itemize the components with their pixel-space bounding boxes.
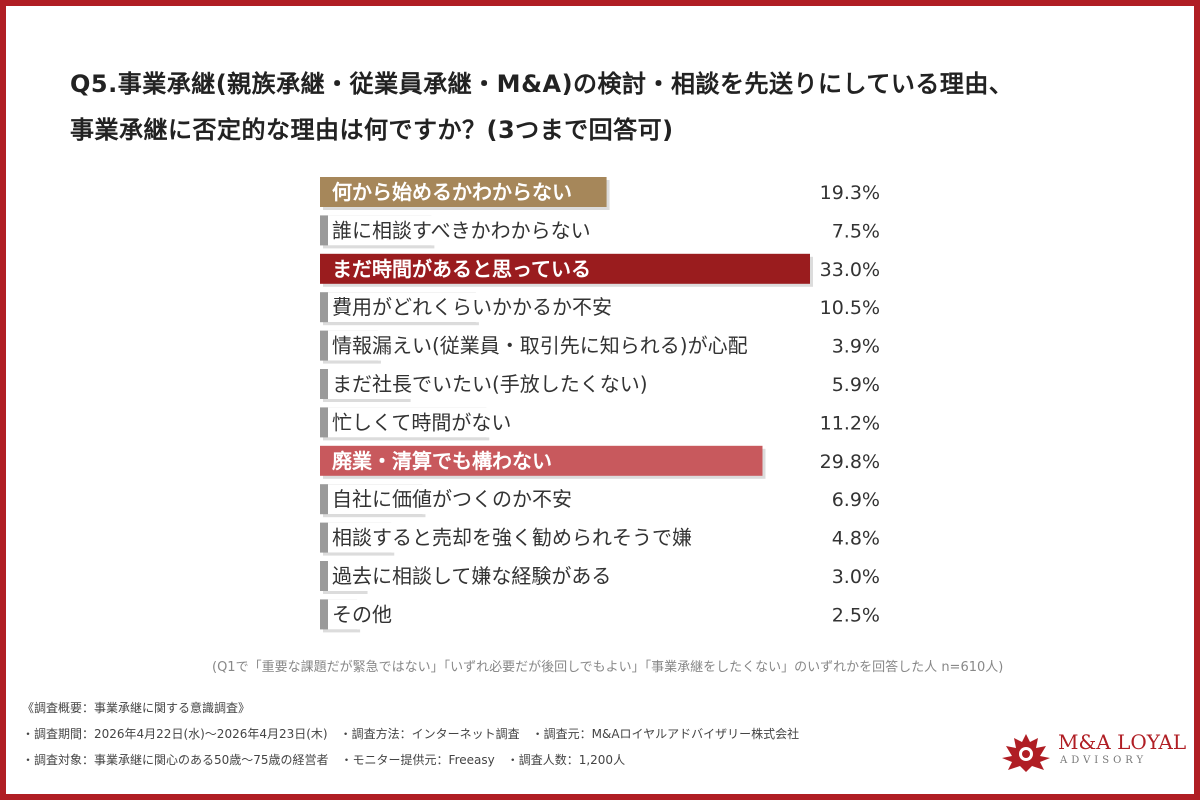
category-label: 過去に相談して嫌な経験がある: [332, 564, 611, 588]
survey-heading: 《調査概要：事業承継に関する意識調査》: [22, 701, 251, 715]
value-label: 19.3%: [820, 182, 880, 204]
value-label: 6.9%: [832, 489, 880, 511]
category-label: 何から始めるかわからない: [332, 180, 572, 204]
value-label: 3.9%: [832, 336, 880, 358]
company-logo: M&A LOYAL ADVISORY: [996, 728, 1196, 774]
bar-label-backdrop: [328, 484, 798, 515]
value-label: 10.5%: [820, 297, 880, 319]
category-label: その他: [332, 602, 392, 626]
chart-title-line-2: 事業承継に否定的な理由は何ですか？(3つまで回答可): [70, 116, 674, 144]
bar-label-backdrop: [328, 407, 798, 438]
logo-subtitle: ADVISORY: [1060, 755, 1148, 766]
category-label: 相談すると売却を強く勧められそうで嫌: [332, 526, 692, 550]
chart-title-line-1: Q5.事業承継(親族承継・従業員承継・M&A)の検討・相談を先送りにしている理由…: [70, 70, 1014, 98]
value-label: 7.5%: [832, 220, 880, 242]
survey-line-2: ・調査対象：事業承継に関心のある50歳〜75歳の経営者 ・モニター提供元：Fre…: [22, 753, 626, 767]
category-label: まだ時間があると思っている: [332, 257, 591, 281]
bar-label-backdrop: [328, 330, 798, 361]
category-label: 廃業・清算でも構わない: [332, 449, 552, 473]
bar: [320, 445, 763, 476]
value-label: 2.5%: [832, 604, 880, 626]
logo-name: M&A LOYAL: [1058, 730, 1187, 754]
bar: [320, 177, 607, 207]
bar-label-backdrop: [328, 215, 798, 246]
crest-icon: [1002, 734, 1050, 772]
category-label: 自社に価値がつくのか不安: [332, 487, 572, 511]
category-label: 情報漏えい(従業員・取引先に知られる)が心配: [332, 334, 748, 358]
bar-label-backdrop: [328, 292, 798, 323]
value-label: 3.0%: [832, 566, 880, 588]
value-label: 4.8%: [832, 528, 880, 550]
value-label: 11.2%: [820, 412, 880, 434]
bar-label-backdrop: [328, 522, 798, 553]
bar-label-backdrop: [328, 561, 798, 591]
category-label: 誰に相談すべきかわからない: [332, 218, 591, 242]
value-label: 5.9%: [832, 374, 880, 396]
value-label: 33.0%: [820, 259, 880, 281]
bar-label-backdrop: [328, 369, 798, 399]
bar: [320, 253, 810, 284]
category-label: まだ社長でいたい(手放したくない): [332, 372, 648, 396]
bar-label-backdrop: [328, 599, 798, 630]
respondent-note: (Q1で「重要な課題だが緊急ではない」「いずれ必要だが後回しでもよい」「事業承継…: [212, 660, 1004, 675]
value-label: 29.8%: [820, 451, 880, 473]
category-label: 費用がどれくらいかかるか不安: [332, 295, 612, 319]
category-label: 忙しくて時間がない: [332, 410, 511, 434]
survey-line-1: ・調査期間：2026年4月22日(水)〜2026年4月23日(木) ・調査方法：…: [22, 727, 800, 741]
